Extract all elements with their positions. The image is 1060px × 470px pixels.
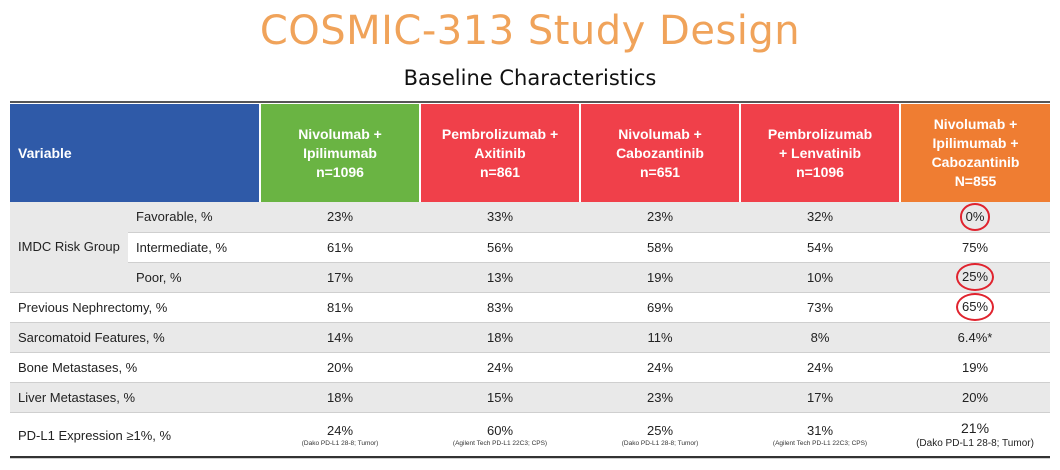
assay-note: (Agilent Tech PD-L1 22C3; CPS) xyxy=(772,439,868,447)
table-cell: 75% xyxy=(900,232,1051,263)
row-label-bone-metastases: Bone Metastases, % xyxy=(10,352,261,383)
table-row-pdl1-expression: PD-L1 Expression ≥1%, % 24% (Dako PD-L1 … xyxy=(10,412,1051,459)
table-cell-highlighted: 65% xyxy=(900,292,1051,323)
table-cell: 19% xyxy=(580,262,741,293)
row-label-pdl1-expression: PD-L1 Expression ≥1%, % xyxy=(10,412,261,459)
table-cell: 24% xyxy=(740,352,901,383)
table-cell: 10% xyxy=(740,262,901,293)
baseline-characteristics-table: Variable Nivolumab + Ipilimumab n=1096 P… xyxy=(10,104,1051,459)
table-row-intermediate: Intermediate, % 61% 56% 58% 54% 75% xyxy=(10,232,1051,263)
table-cell: 23% xyxy=(580,202,741,233)
table-cell-highlighted: 0% xyxy=(900,202,1051,233)
table-row-nephrectomy: Previous Nephrectomy, % 81% 83% 69% 73% … xyxy=(10,292,1051,323)
cell-value: 21% xyxy=(961,420,990,436)
cell-value: 24% xyxy=(327,422,354,438)
table-cell: 61% xyxy=(260,232,421,263)
variable-column-header: Variable xyxy=(10,104,262,202)
arm-header-line: n=1096 xyxy=(316,163,364,180)
table-cell: 17% xyxy=(260,262,421,293)
arm-header-line: Pembrolizumab + xyxy=(441,125,559,142)
arm-header-nivolumab-ipilimumab-cabozantinib: Nivolumab + Ipilimumab + Cabozantinib N=… xyxy=(900,104,1051,202)
table-cell: 81% xyxy=(260,292,421,323)
assay-note: (Dako PD-L1 28-8; Tumor) xyxy=(301,439,379,447)
table-cell: 18% xyxy=(260,382,421,413)
table-cell: 24% (Dako PD-L1 28-8; Tumor) xyxy=(260,412,421,459)
arm-header-line: Nivolumab + xyxy=(618,125,702,142)
table-cell: 24% xyxy=(420,352,581,383)
arm-header-line: + Lenvatinib xyxy=(778,144,862,161)
table-cell: 18% xyxy=(420,322,581,353)
table-row-bone-metastases: Bone Metastases, % 20% 24% 24% 24% 19% xyxy=(10,352,1051,383)
table-cell: 32% xyxy=(740,202,901,233)
table-cell: 54% xyxy=(740,232,901,263)
arm-header-line: Cabozantinib xyxy=(616,144,704,161)
table-row-favorable: IMDC Risk Group Favorable, % 23% 33% 23%… xyxy=(10,202,1051,293)
table-cell: 6.4%* xyxy=(900,322,1051,353)
arm-header-line: n=861 xyxy=(479,163,521,180)
row-label-favorable: Favorable, % xyxy=(128,202,261,233)
bottom-divider xyxy=(10,456,1050,458)
table-cell: 60% (Agilent Tech PD-L1 22C3; CPS) xyxy=(420,412,581,459)
row-label-nephrectomy: Previous Nephrectomy, % xyxy=(10,292,261,323)
page-subtitle: Baseline Characteristics xyxy=(403,66,657,90)
table-cell: 56% xyxy=(420,232,581,263)
row-label-poor: Poor, % xyxy=(128,262,261,293)
arm-header-line: Nivolumab + xyxy=(933,116,1018,132)
imdc-group-label: IMDC Risk Group xyxy=(10,202,128,293)
table-cell: 11% xyxy=(580,322,741,353)
row-label-liver-metastases: Liver Metastases, % xyxy=(10,382,261,413)
table-cell: 13% xyxy=(420,262,581,293)
table-cell: 25% (Dako PD-L1 28-8; Tumor) xyxy=(580,412,741,459)
highlight-circle: 25% xyxy=(956,263,995,291)
arm-header-line: n=1096 xyxy=(796,163,844,180)
table-cell: 20% xyxy=(900,382,1051,413)
table-cell: 15% xyxy=(420,382,581,413)
table-cell: 23% xyxy=(260,202,421,233)
table-cell: 17% xyxy=(740,382,901,413)
assay-note: (Dako PD-L1 28-8; Tumor) xyxy=(916,438,1034,449)
arm-header-line: Cabozantinib xyxy=(931,154,1020,170)
table-cell: 14% xyxy=(260,322,421,353)
arm-header-line: Nivolumab + xyxy=(298,125,382,142)
table-cell: 19% xyxy=(900,352,1051,383)
table-cell: 8% xyxy=(740,322,901,353)
top-divider xyxy=(10,101,1050,103)
arm-header-line: Pembrolizumab xyxy=(767,125,873,142)
row-label-intermediate: Intermediate, % xyxy=(128,232,261,263)
assay-note: (Agilent Tech PD-L1 22C3; CPS) xyxy=(452,439,548,447)
arm-header-line: Ipilimumab + xyxy=(932,135,1019,151)
table-cell: 33% xyxy=(420,202,581,233)
cell-value: 60% xyxy=(487,422,514,438)
cell-value: 31% xyxy=(807,422,834,438)
highlight-circle: 0% xyxy=(959,202,991,231)
arm-header-pembrolizumab-axitinib: Pembrolizumab + Axitinib n=861 xyxy=(420,104,582,202)
table-header-row: Variable Nivolumab + Ipilimumab n=1096 P… xyxy=(10,104,1051,202)
arm-header-nivolumab-cabozantinib: Nivolumab + Cabozantinib n=651 xyxy=(580,104,742,202)
arm-header-nivolumab-ipilimumab: Nivolumab + Ipilimumab n=1096 xyxy=(260,104,422,202)
table-row-poor: Poor, % 17% 13% 19% 10% 25% xyxy=(10,262,1051,293)
arm-header-line: N=855 xyxy=(954,173,997,189)
table-cell-highlighted: 25% xyxy=(900,262,1051,293)
arm-header-line: n=651 xyxy=(639,163,681,180)
table-cell: 83% xyxy=(420,292,581,323)
table-cell: 24% xyxy=(580,352,741,383)
table-cell: 21% (Dako PD-L1 28-8; Tumor) xyxy=(900,412,1051,459)
table-row-sarcomatoid: Sarcomatoid Features, % 14% 18% 11% 8% 6… xyxy=(10,322,1051,353)
table-cell: 31% (Agilent Tech PD-L1 22C3; CPS) xyxy=(740,412,901,459)
arm-header-line: Ipilimumab xyxy=(303,144,377,161)
page-title: COSMIC-313 Study Design xyxy=(259,8,801,54)
table-cell: 69% xyxy=(580,292,741,323)
table-cell: 20% xyxy=(260,352,421,383)
table-cell: 58% xyxy=(580,232,741,263)
highlight-circle: 65% xyxy=(956,293,995,321)
arm-header-line: Axitinib xyxy=(474,144,526,161)
arm-header-pembrolizumab-lenvatinib: Pembrolizumab + Lenvatinib n=1096 xyxy=(740,104,902,202)
table-cell: 73% xyxy=(740,292,901,323)
cell-value: 25% xyxy=(647,422,674,438)
table-row-liver-metastases: Liver Metastases, % 18% 15% 23% 17% 20% xyxy=(10,382,1051,413)
table-cell: 23% xyxy=(580,382,741,413)
row-label-sarcomatoid: Sarcomatoid Features, % xyxy=(10,322,261,353)
assay-note: (Dako PD-L1 28-8; Tumor) xyxy=(621,439,699,447)
